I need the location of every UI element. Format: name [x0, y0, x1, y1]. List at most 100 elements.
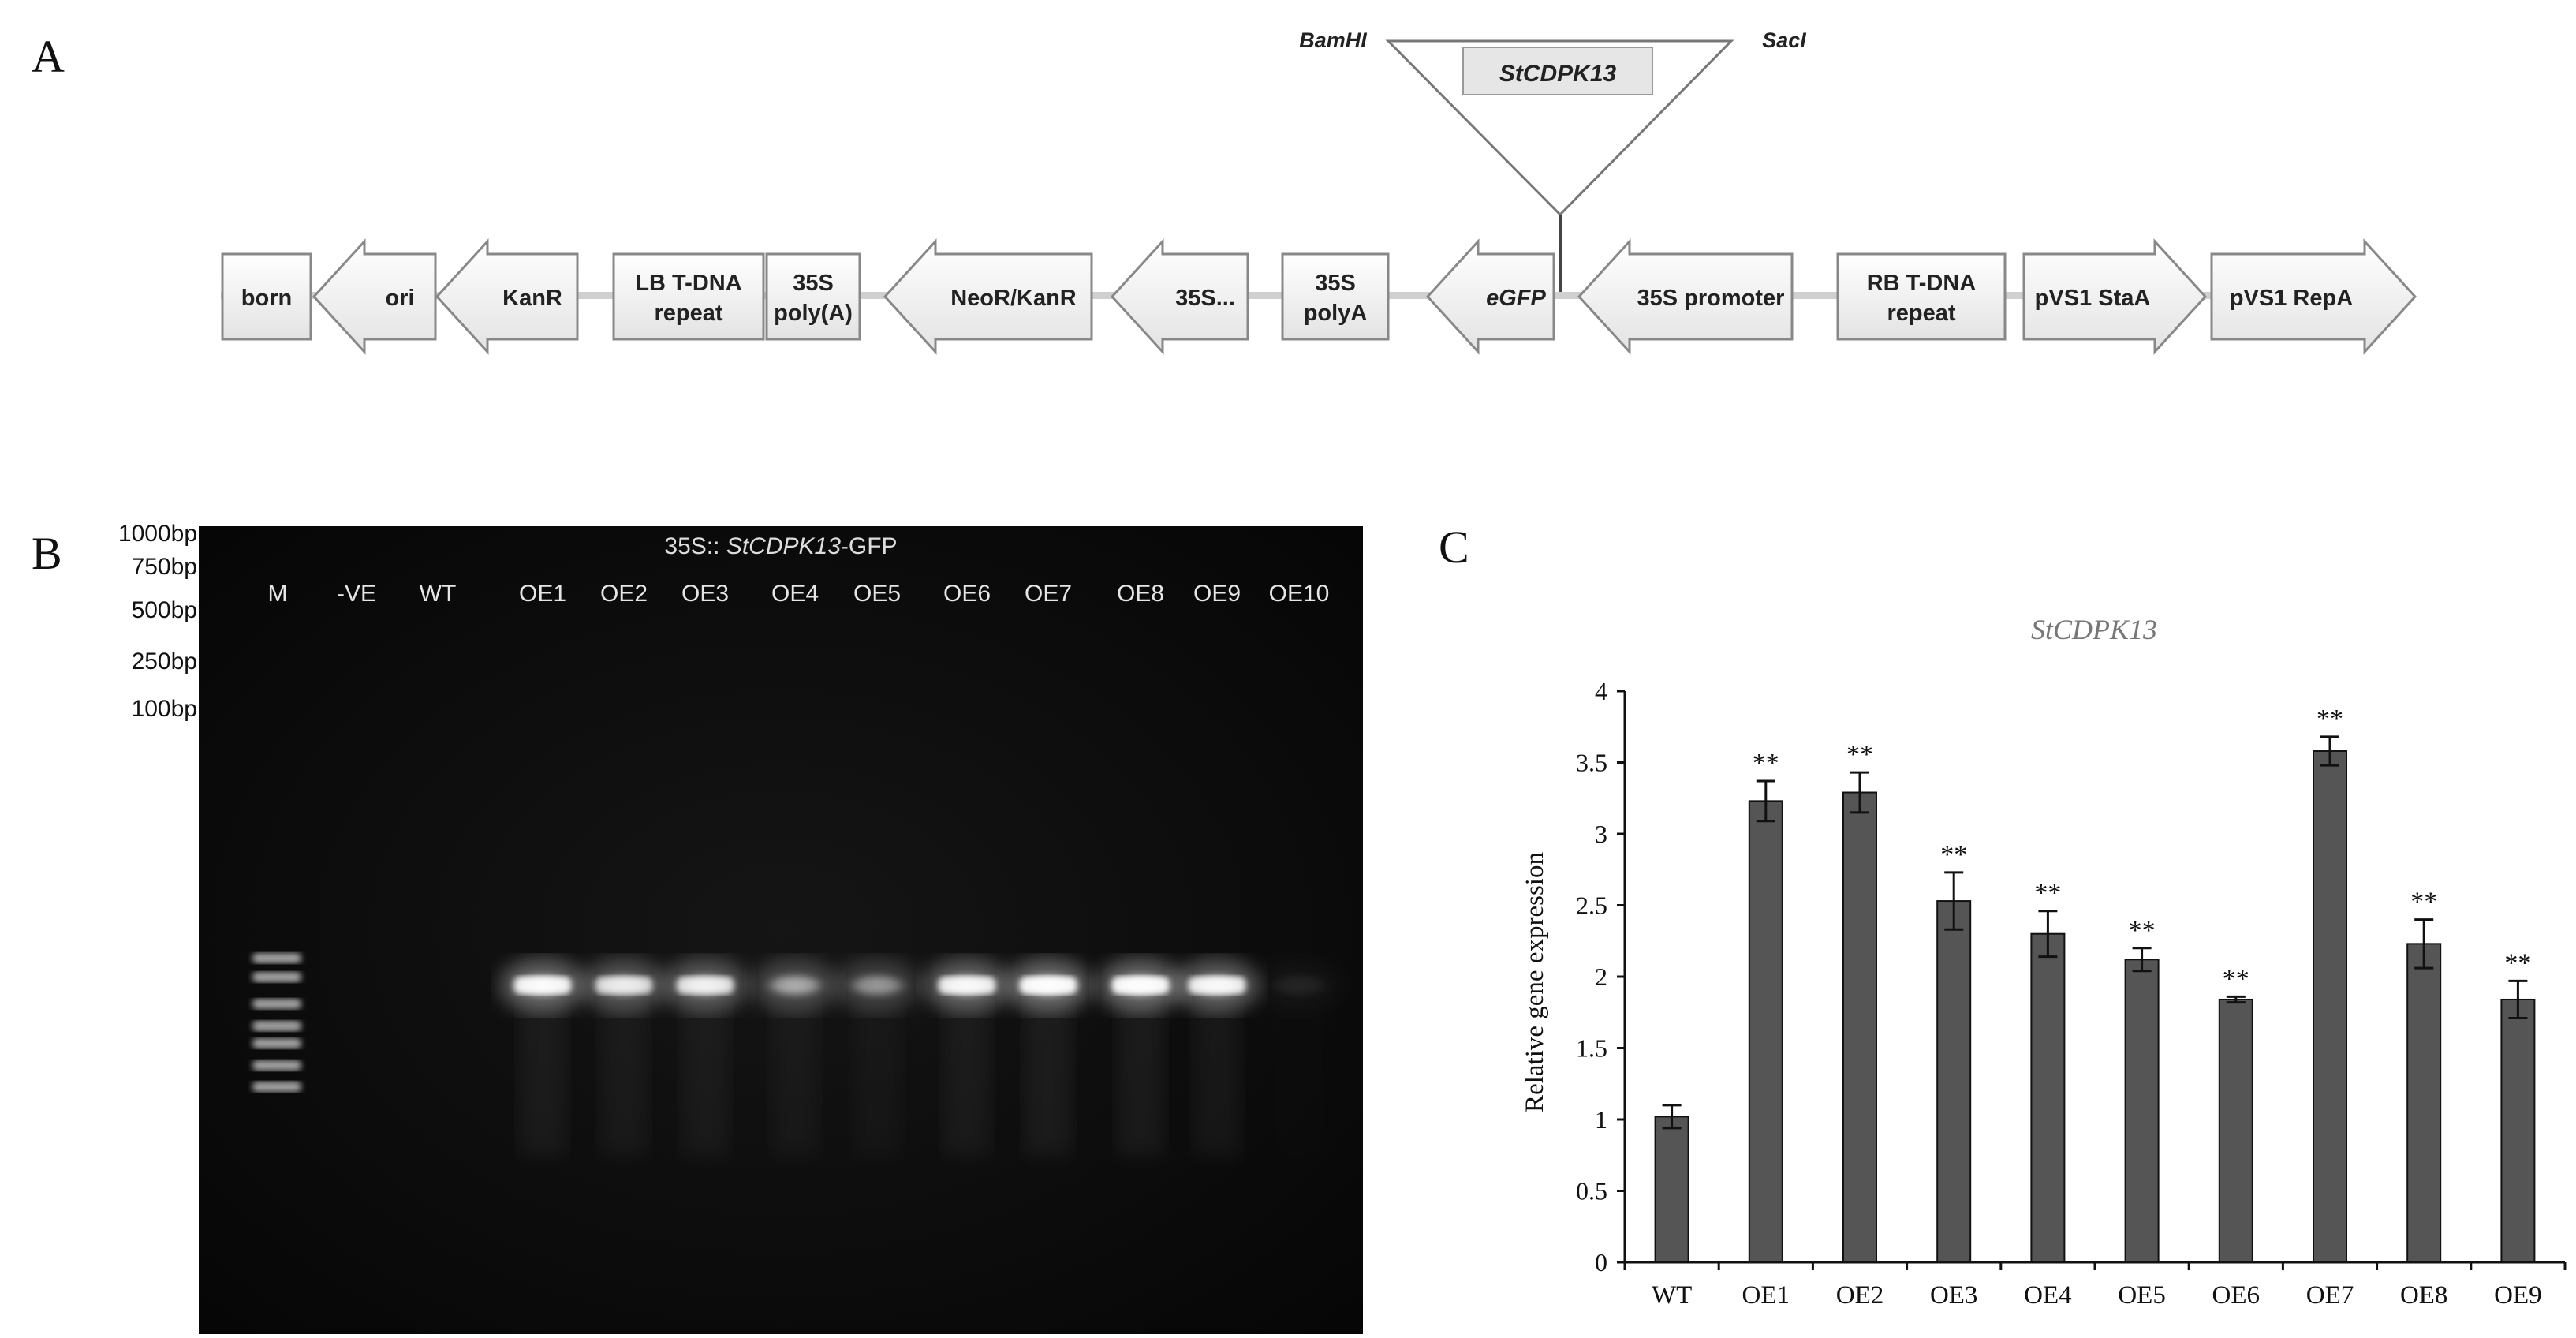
construct-label-kanr: KanR [502, 286, 562, 311]
expression-bar-chart: StCDPK13 Relative gene expression 0 0.5 1 1… [1521, 614, 2567, 1310]
vector-construct-diagram: StCDPK13 BamHI SacI born ori KanR LB T-DNA r… [221, 28, 2417, 355]
gel-image: 35S:: StCDPK13-GFP M -VE WT OE1 OE2 OE3 OE4 OE5… [118, 435, 1363, 1334]
ladder-band [252, 1082, 301, 1092]
y-axis-label: Relative gene expression [1521, 852, 1549, 1112]
y-tick-label: 0.5 [1576, 1177, 1607, 1205]
expression-chart-panel: StCDPK13 Relative gene expression 0 0.5 1 1… [1483, 552, 2576, 1334]
error-bar [2508, 979, 2528, 1019]
lane-label: OE1 [519, 581, 566, 607]
y-tick-label: 3.5 [1576, 749, 1607, 777]
gel-band [1174, 959, 1260, 1156]
error-bar [2132, 947, 2152, 973]
construct-label-p35s-short: 35S... [1175, 286, 1235, 311]
significance-label: ** [2317, 705, 2343, 734]
lane-label: OE9 [1193, 581, 1241, 607]
lane-label: OE6 [943, 581, 991, 607]
insert-site: StCDPK13 BamHI SacI [1299, 28, 1806, 292]
y-tick-label: 2.5 [1576, 891, 1607, 920]
error-bar [2226, 995, 2246, 1004]
gel-band [1266, 972, 1332, 999]
lane-label: WT [420, 581, 457, 607]
construct-p35s-short: 35S... [1110, 238, 1249, 355]
construct-label-ori: ori [385, 286, 414, 311]
ladder-band [252, 999, 301, 1009]
lane-label: OE2 [600, 581, 648, 607]
bar-OE2 [1842, 791, 1877, 1263]
construct-kanr: KanR [435, 238, 579, 355]
gel-title: 35S:: StCDPK13-GFP [664, 533, 897, 559]
significance-label: ** [2129, 916, 2156, 945]
construct-label-p35s: 35S promoter [1637, 286, 1785, 311]
construct-born: born [221, 252, 312, 341]
gel-band [500, 959, 585, 1156]
construct-label-neor: NeoR/KanR [950, 286, 1077, 311]
construct-ori: ori [312, 238, 437, 355]
construct-label-polyA2: 35S polyA [1304, 271, 1368, 326]
construct-egfp: eGFP [1425, 238, 1555, 355]
y-tick-label: 4 [1595, 677, 1607, 705]
error-bar [1850, 771, 1869, 814]
lane-label: -VE [337, 581, 376, 607]
gel-band [663, 959, 748, 1156]
lane-label: M [268, 581, 288, 607]
gel-band [924, 959, 1010, 1156]
construct-stab: pVS1 StaA [2022, 238, 2208, 355]
significance-label: ** [2034, 879, 2061, 908]
y-tick-label: 2 [1595, 962, 1607, 991]
bar-OE5 [2124, 959, 2160, 1264]
panel-label-a: A [32, 31, 65, 82]
x-tick-label: OE4 [2024, 1281, 2072, 1310]
insert-box [1462, 47, 1653, 95]
lane-label: OE8 [1117, 581, 1164, 607]
construct-repa: pVS1 RepA [2210, 238, 2417, 355]
y-tick-label: 1.5 [1576, 1034, 1607, 1063]
lane-label: OE4 [771, 581, 819, 607]
x-tick-label: OE2 [1836, 1281, 1884, 1310]
bar-OE8 [2406, 943, 2442, 1263]
construct-label-rb: RB T-DNA repeat [1867, 271, 1977, 326]
ladder-label: 500bp [132, 597, 197, 623]
ladder-band [252, 953, 301, 963]
error-bar [2320, 735, 2339, 767]
bar-WT [1654, 1116, 1689, 1263]
construct-lb: LB T-DNA repeat [612, 252, 765, 341]
construct-neor: NeoR/KanR [883, 238, 1093, 355]
x-tick-label: OE9 [2494, 1281, 2542, 1310]
lane-label: OE3 [681, 581, 729, 607]
bar-OE9 [2500, 998, 2536, 1264]
gel-band [581, 959, 666, 1012]
saci-label: SacI [1762, 28, 1806, 52]
y-tick-label: 3 [1595, 820, 1607, 848]
error-bar [2038, 910, 2058, 959]
x-tick-label: OE1 [1742, 1281, 1790, 1310]
bamhi-label: BamHI [1299, 28, 1367, 52]
construct-label-stab: pVS1 StaA [2035, 286, 2151, 311]
lane-label: OE10 [1269, 581, 1330, 607]
y-tick-label: 0 [1595, 1248, 1607, 1276]
bar-OE1 [1748, 800, 1783, 1263]
construct-rb: RB T-DNA repeat [1836, 252, 2007, 341]
insert-label: StCDPK13 [1499, 61, 1617, 87]
gel-band [1006, 959, 1091, 1156]
construct-polyA2: 35S polyA [1281, 252, 1390, 341]
chart-title: StCDPK13 [2031, 614, 2157, 645]
error-bar [1944, 871, 1964, 931]
significance-label: ** [1940, 840, 1967, 869]
x-tick-label: OE8 [2400, 1281, 2448, 1310]
ladder-label: 750bp [132, 554, 197, 580]
x-tick-label: OE5 [2118, 1281, 2166, 1310]
panel-label-b: B [32, 528, 62, 579]
panel-label-c: C [1439, 521, 1469, 573]
construct-label-lb: LB T-DNA repeat [635, 271, 741, 326]
ladder-band [252, 1060, 301, 1071]
construct-label-repa: pVS1 RepA [2230, 286, 2353, 311]
gel-background [199, 526, 1363, 1334]
gel-band [1098, 959, 1183, 1156]
bar-OE3 [1936, 900, 1972, 1263]
ladder-band [252, 1021, 301, 1031]
bar-OE4 [2030, 932, 2066, 1263]
construct-label-born: born [241, 286, 292, 311]
x-tick-label: OE3 [1930, 1281, 1978, 1310]
error-bar [1662, 1104, 1682, 1130]
gel-band [752, 959, 838, 1012]
